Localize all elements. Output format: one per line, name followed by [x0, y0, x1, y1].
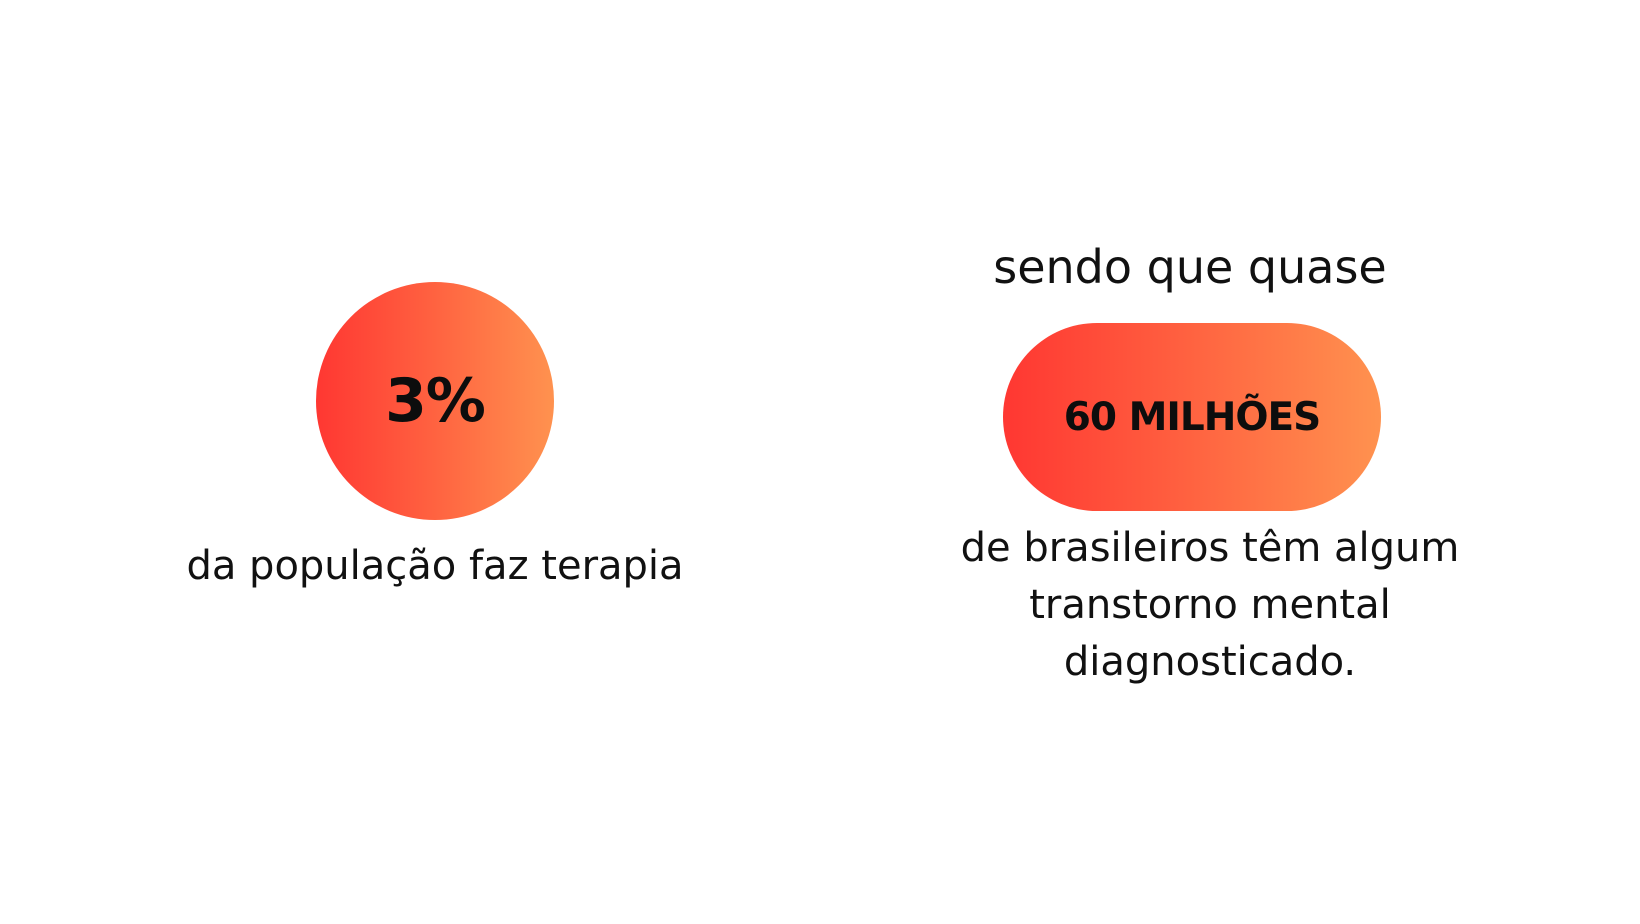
- percentage-circle: 3%: [316, 282, 554, 520]
- percentage-caption: da população faz terapia: [186, 543, 684, 589]
- millions-lead-text: sendo que quase: [993, 240, 1387, 294]
- millions-caption: de brasileiros têm algum transtorno ment…: [960, 525, 1460, 685]
- millions-pill: 60 MILHÕES: [1003, 323, 1381, 511]
- millions-value: 60 MILHÕES: [1063, 394, 1322, 440]
- percentage-value: 3%: [385, 366, 486, 436]
